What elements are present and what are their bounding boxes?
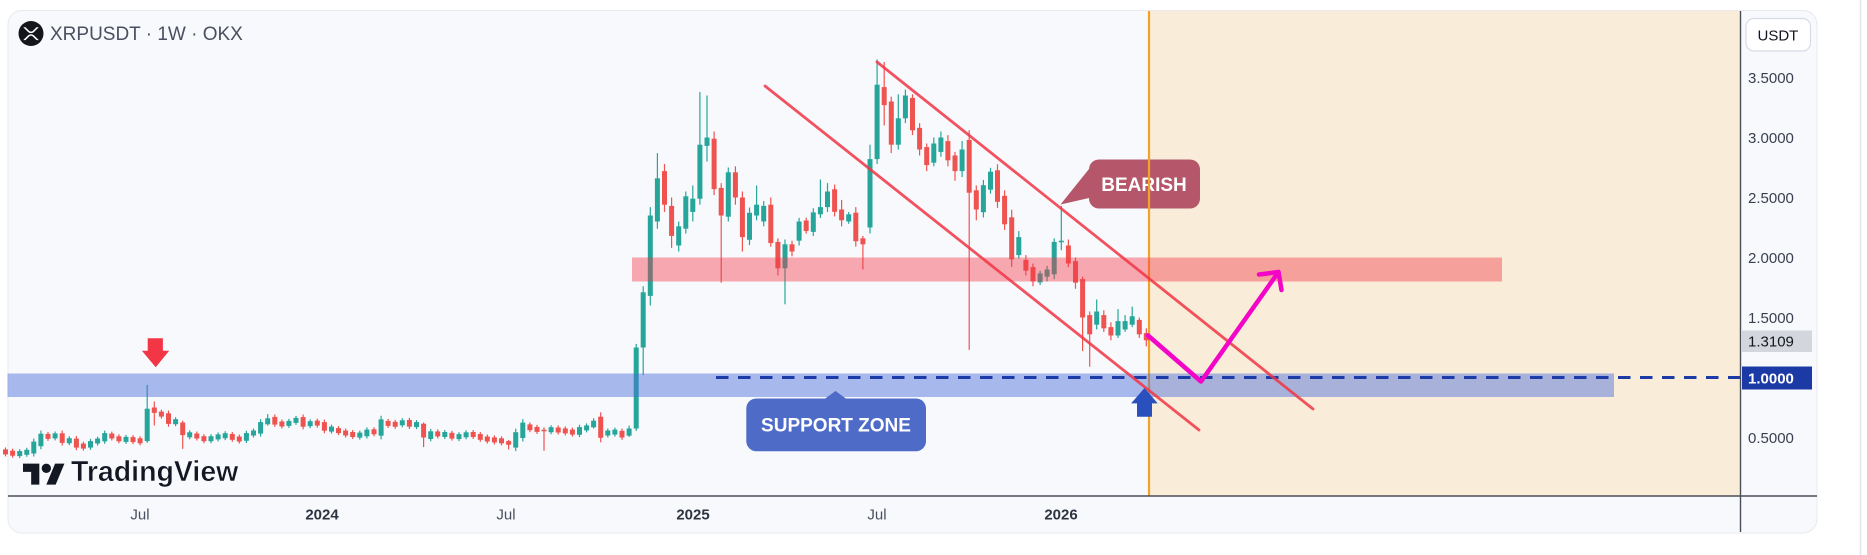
svg-text:2026: 2026 [1044,507,1077,524]
svg-text:Jul: Jul [496,507,515,524]
svg-text:XRPUSDT · 1W · OKX: XRPUSDT · 1W · OKX [50,24,243,45]
svg-text:2025: 2025 [676,507,709,524]
svg-text:Jul: Jul [130,507,149,524]
svg-text:BEARISH: BEARISH [1101,175,1187,196]
svg-text:0.5000: 0.5000 [1748,430,1794,447]
svg-text:2024: 2024 [305,507,339,524]
svg-text:USDT: USDT [1758,27,1799,44]
svg-text:1.5000: 1.5000 [1748,310,1794,327]
svg-text:3.0000: 3.0000 [1748,130,1794,147]
svg-text:1.0000: 1.0000 [1748,370,1794,387]
svg-text:1.3109: 1.3109 [1748,334,1794,351]
svg-text:2.0000: 2.0000 [1748,250,1794,267]
svg-text:3.5000: 3.5000 [1748,70,1794,87]
svg-text:TradingView: TradingView [71,456,239,488]
svg-text:2.5000: 2.5000 [1748,190,1794,207]
svg-text:SUPPORT ZONE: SUPPORT ZONE [761,416,911,437]
svg-text:Jul: Jul [867,507,886,524]
